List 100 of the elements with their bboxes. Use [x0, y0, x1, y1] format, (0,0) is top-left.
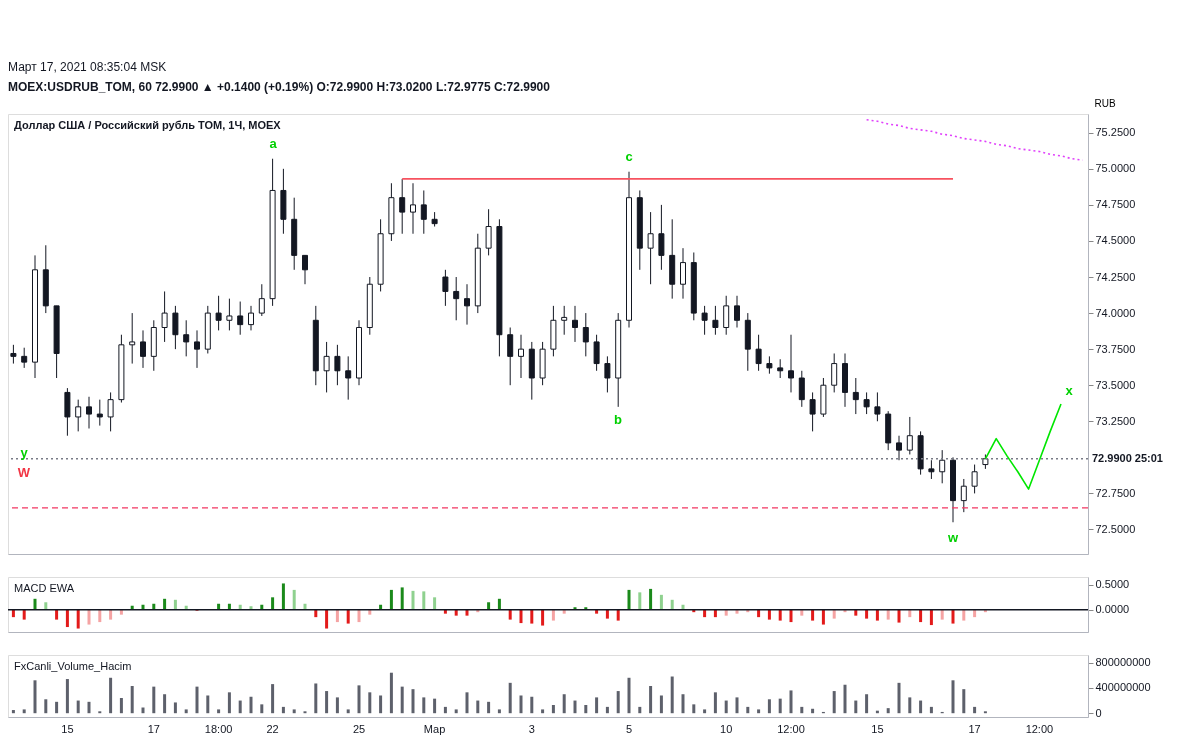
bar — [929, 609, 933, 626]
bar — [11, 609, 15, 618]
y-tick-label: 74.5000 — [1095, 234, 1136, 247]
candlestick — [75, 399, 82, 432]
bar — [638, 706, 642, 714]
bar — [314, 609, 318, 618]
candlestick — [755, 334, 762, 372]
x-tick-label: 3 — [528, 722, 535, 735]
bar — [659, 594, 663, 610]
bar — [22, 609, 26, 620]
bar — [33, 680, 37, 714]
bar — [519, 609, 523, 624]
bar — [109, 677, 113, 714]
y-tick-label: 72.5000 — [1095, 522, 1136, 535]
bar — [670, 676, 674, 714]
bar — [649, 686, 653, 714]
candlestick — [215, 295, 222, 331]
candlestick — [96, 399, 103, 427]
bar — [746, 706, 750, 714]
bar — [249, 696, 253, 714]
bar — [713, 692, 717, 714]
bar — [206, 695, 210, 714]
bar — [152, 686, 156, 714]
bar — [670, 599, 674, 610]
annotation: x — [1065, 383, 1074, 398]
bar — [65, 609, 69, 628]
y-tick-label: 73.7500 — [1095, 342, 1136, 355]
candlestick — [896, 435, 902, 461]
bar — [465, 692, 469, 714]
annotation: b — [614, 412, 623, 427]
candlestick — [172, 305, 179, 350]
bar — [163, 694, 167, 714]
candlestick — [237, 301, 244, 336]
bar — [443, 706, 447, 714]
bar — [681, 694, 685, 714]
bar — [443, 609, 447, 614]
candlestick — [464, 283, 470, 326]
bar — [422, 697, 426, 714]
y-tick-label: 75.0000 — [1095, 162, 1136, 175]
bar — [821, 609, 825, 625]
bar — [281, 583, 285, 610]
bar — [422, 591, 426, 610]
bar — [465, 609, 469, 616]
bar — [724, 700, 728, 714]
bar — [173, 599, 177, 610]
candlestick — [593, 334, 600, 372]
candlestick — [453, 276, 460, 321]
x-tick-label: 18:00 — [204, 722, 233, 735]
bar — [811, 609, 815, 621]
annotation: W — [17, 465, 31, 480]
x-tick-label: 12:00 — [777, 722, 805, 735]
bar — [314, 683, 318, 714]
bar — [638, 592, 642, 610]
candlestick — [302, 254, 308, 285]
bar — [627, 677, 631, 714]
bar — [832, 609, 836, 619]
bar — [929, 706, 933, 714]
x-tick-label: Мар — [423, 722, 446, 735]
bar — [562, 694, 566, 714]
bar — [595, 697, 599, 714]
bar — [605, 706, 609, 714]
bar — [346, 609, 350, 624]
bar — [292, 589, 296, 610]
bar — [379, 695, 383, 714]
y-tick-label: 75.2500 — [1095, 126, 1136, 139]
bar — [919, 700, 923, 714]
bar — [659, 695, 663, 714]
candlestick — [561, 305, 568, 336]
candlestick — [107, 391, 114, 432]
bar — [271, 597, 275, 610]
bar — [173, 702, 177, 714]
candlestick — [582, 312, 589, 357]
bar — [238, 700, 242, 714]
candlestick — [658, 204, 665, 271]
bar — [757, 709, 761, 714]
bar — [951, 680, 955, 714]
x-tick-label: 15 — [871, 722, 884, 735]
bar — [962, 689, 966, 714]
candlestick — [507, 327, 514, 386]
bar — [595, 609, 599, 614]
bar — [767, 699, 771, 714]
bar — [281, 706, 285, 714]
bar — [33, 598, 37, 610]
annotation: a — [269, 136, 278, 151]
candlestick — [86, 396, 92, 429]
bar — [44, 699, 48, 714]
line-series — [984, 403, 1062, 490]
bar — [260, 704, 264, 714]
y-tick-label: 0.0000 — [1095, 603, 1130, 616]
annotation: c — [625, 149, 633, 164]
bar — [616, 609, 620, 621]
bar — [940, 609, 944, 620]
bar — [767, 609, 771, 620]
bar — [551, 704, 555, 714]
bar — [325, 609, 329, 629]
x-tick-label: 5 — [625, 722, 633, 735]
bar — [616, 691, 620, 714]
bar — [908, 697, 912, 714]
candlestick — [161, 290, 168, 343]
y-tick-label: 800000000 — [1095, 656, 1151, 669]
